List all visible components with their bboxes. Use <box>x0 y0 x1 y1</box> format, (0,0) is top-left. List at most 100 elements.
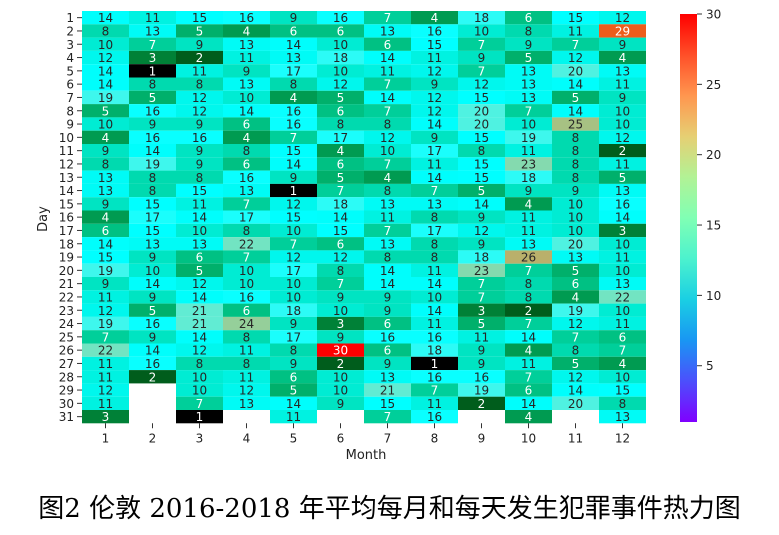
cell-value-label: 11 <box>615 251 630 265</box>
heatmap-cell <box>82 170 129 184</box>
heatmap-cell <box>270 210 317 224</box>
cell-value-label: 14 <box>145 344 160 358</box>
x-tick-label: 5 <box>290 431 298 445</box>
cell-value-label: 13 <box>380 197 395 211</box>
heatmap-cell <box>552 157 599 171</box>
y-tick-label: 14 <box>59 184 74 198</box>
cell-value-label: 14 <box>192 330 207 344</box>
heatmap-cell <box>599 343 646 357</box>
heatmap-cell <box>270 250 317 264</box>
heatmap-cell <box>552 170 599 184</box>
heatmap-cell <box>458 396 505 410</box>
heatmap-cell <box>458 157 505 171</box>
heatmap-cell <box>364 144 411 158</box>
heatmap-cell <box>552 343 599 357</box>
cell-value-label: 9 <box>196 144 204 158</box>
cell-value-label: 11 <box>239 370 254 384</box>
cell-value-label: 14 <box>98 237 113 251</box>
heatmap-cell <box>270 237 317 251</box>
cell-value-label: 9 <box>196 38 204 52</box>
heatmap-cell <box>599 64 646 78</box>
heatmap-cell <box>599 250 646 264</box>
heatmap-cell <box>364 24 411 38</box>
heatmap-cell <box>505 277 552 291</box>
heatmap-cell <box>458 197 505 211</box>
y-tick-label: 6 <box>66 78 74 92</box>
cell-value-label: 16 <box>427 24 442 38</box>
heatmap-cell <box>599 197 646 211</box>
cell-value-label: 11 <box>521 224 536 238</box>
cell-value-label: 8 <box>431 211 439 225</box>
cell-value-label: 12 <box>239 384 254 398</box>
x-tick-label: 11 <box>568 431 583 445</box>
heatmap-cell <box>176 197 223 211</box>
heatmap-cell <box>270 290 317 304</box>
cell-value-label: 7 <box>478 277 486 291</box>
heatmap-cell <box>270 396 317 410</box>
heatmap-cell <box>505 37 552 51</box>
cell-value-label: 17 <box>427 224 442 238</box>
cell-value-label: 15 <box>192 11 207 25</box>
cell-value-label: 10 <box>239 91 254 105</box>
cell-value-label: 6 <box>337 237 345 251</box>
heatmap-cell <box>458 183 505 198</box>
cell-value-label: 9 <box>337 290 345 304</box>
heatmap-cell <box>599 263 646 277</box>
cell-value-label: 10 <box>568 211 583 225</box>
heatmap-cell <box>411 37 458 51</box>
heatmap-cell <box>129 104 176 118</box>
heatmap-cell <box>364 277 411 291</box>
heatmap-cell <box>129 303 176 317</box>
heatmap-cell <box>223 250 270 264</box>
cell-value-label: 9 <box>384 357 392 371</box>
cell-value-label: 14 <box>192 290 207 304</box>
heatmap-cell <box>317 250 364 264</box>
heatmap-cell <box>505 77 552 91</box>
cell-value-label: 18 <box>286 304 301 318</box>
heatmap-cell <box>270 277 317 291</box>
cell-value-label: 5 <box>149 304 157 318</box>
heatmap-cell <box>458 383 505 397</box>
x-tick-label: 6 <box>337 431 345 445</box>
cell-value-label: 18 <box>333 197 348 211</box>
cell-value-label: 17 <box>286 330 301 344</box>
cell-value-label: 8 <box>572 131 580 145</box>
cell-value-label: 19 <box>98 264 113 278</box>
cell-value-label: 7 <box>384 224 392 238</box>
cell-value-label: 9 <box>243 64 251 78</box>
cell-value-label: 12 <box>286 251 301 265</box>
heatmap-cell <box>129 277 176 291</box>
x-tick-label: 2 <box>149 431 157 445</box>
heatmap-cell <box>411 250 458 264</box>
y-axis-label: Day <box>36 206 51 232</box>
cell-value-label: 9 <box>478 357 486 371</box>
cell-value-label: 8 <box>102 157 110 171</box>
cell-value-label: 21 <box>380 384 395 398</box>
heatmap-cell <box>176 290 223 304</box>
heatmap-cell <box>505 223 552 238</box>
cell-value-label: 15 <box>427 38 442 52</box>
heatmap-cell <box>599 104 646 118</box>
heatmap-cell <box>505 263 552 277</box>
cell-value-label: 6 <box>525 11 533 25</box>
y-tick-label: 9 <box>66 118 74 132</box>
cell-value-label: 8 <box>290 344 298 358</box>
heatmap-cell <box>176 183 223 198</box>
heatmap-cell <box>176 77 223 91</box>
cell-value-label: 10 <box>333 38 348 52</box>
cell-value-label: 9 <box>196 118 204 132</box>
cell-value-label: 13 <box>145 237 160 251</box>
cell-value-label: 7 <box>337 184 345 198</box>
cell-value-label: 12 <box>568 51 583 65</box>
heatmap-cell <box>223 183 270 198</box>
cell-value-label: 7 <box>525 264 533 278</box>
cell-value-label: 20 <box>568 397 583 411</box>
cell-value-label: 15 <box>333 224 348 238</box>
heatmap-cell <box>223 370 270 384</box>
heatmap-cell <box>599 24 646 38</box>
heatmap-cell <box>317 356 364 371</box>
cell-value-label: 15 <box>474 91 489 105</box>
cell-value-label: 9 <box>290 11 298 25</box>
cell-value-label: 14 <box>521 397 536 411</box>
heatmap-cell <box>505 183 552 198</box>
